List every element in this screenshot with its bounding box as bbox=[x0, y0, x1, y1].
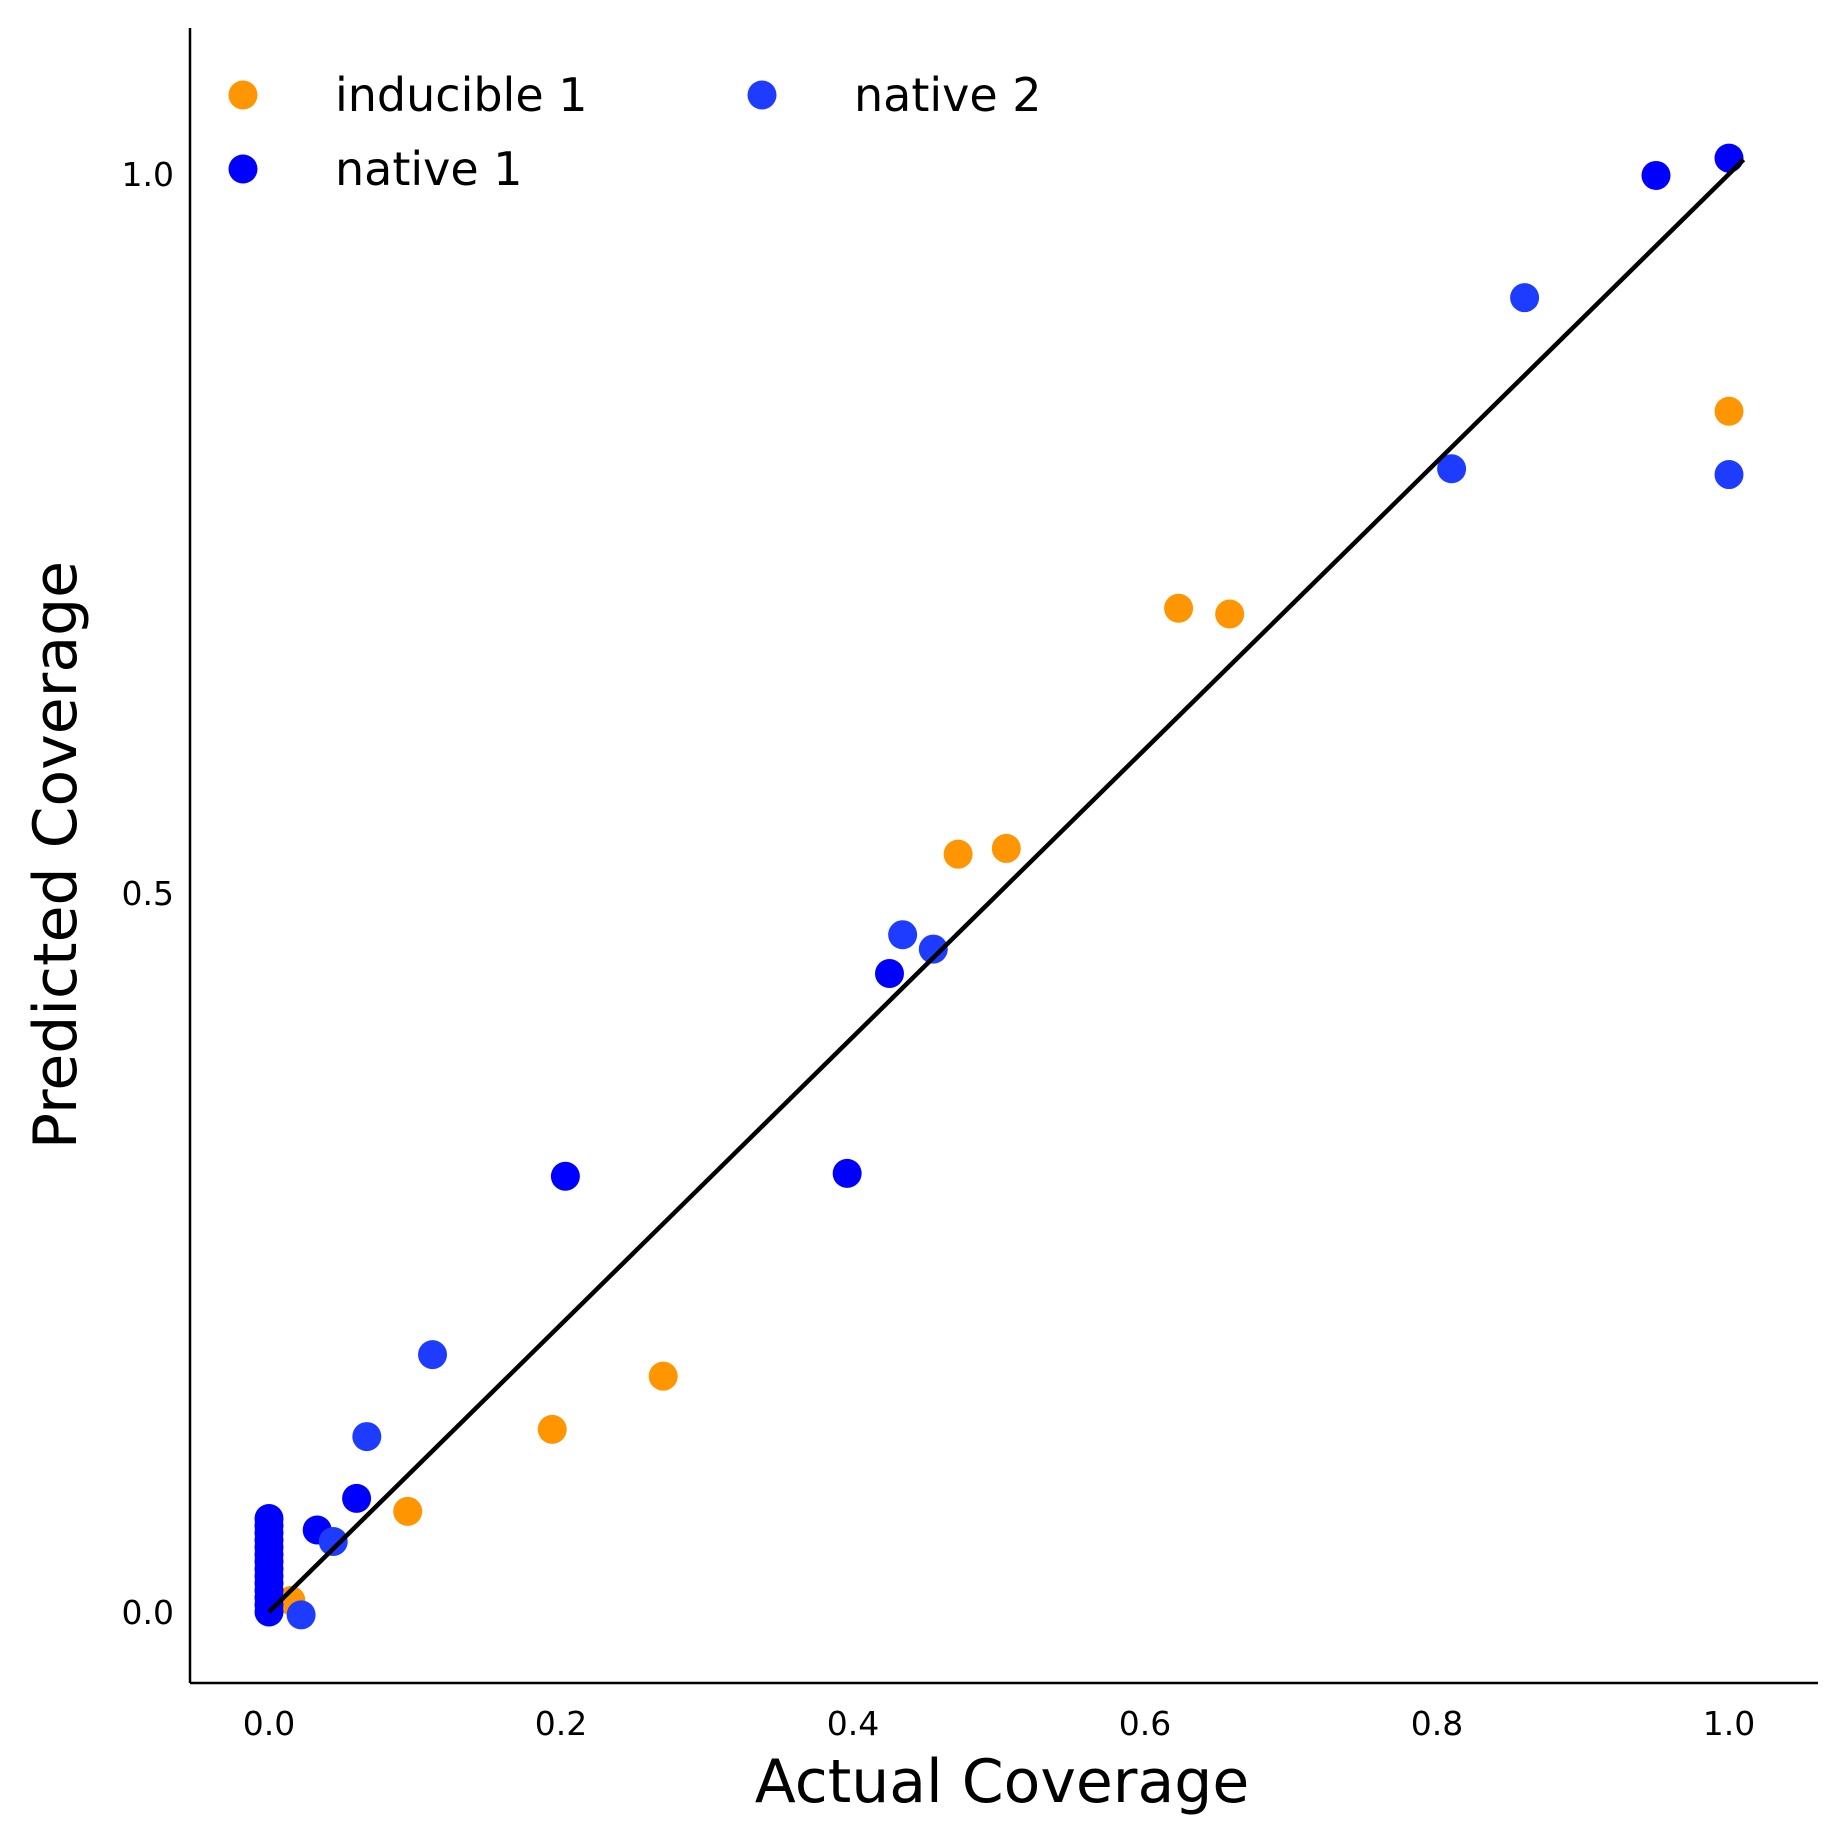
y-tick-label: 0.5 bbox=[122, 874, 174, 913]
data-point bbox=[286, 1600, 316, 1630]
data-point bbox=[991, 833, 1021, 863]
legend: inducible 1 native 1 native 2 bbox=[228, 68, 1042, 196]
y-tick-label: 0.0 bbox=[122, 1593, 174, 1632]
legend-label: native 2 bbox=[854, 68, 1042, 122]
labels-layer: Actual Coverage Predicted Coverage bbox=[21, 561, 1249, 1817]
data-point bbox=[832, 1158, 862, 1188]
legend-item: native 2 bbox=[747, 68, 1042, 122]
data-point bbox=[1714, 396, 1744, 426]
data-point bbox=[254, 1504, 284, 1534]
x-tick-label: 1.0 bbox=[1703, 1704, 1755, 1743]
data-point bbox=[318, 1527, 348, 1557]
series-inducible-1 bbox=[276, 396, 1744, 1615]
x-tick-label: 0.8 bbox=[1411, 1704, 1463, 1743]
data-point bbox=[393, 1496, 423, 1526]
x-tick-label: 0.0 bbox=[243, 1704, 295, 1743]
legend-marker bbox=[228, 154, 258, 184]
x-tick-label: 0.6 bbox=[1119, 1704, 1171, 1743]
data-point bbox=[943, 839, 973, 869]
y-axis-title: Predicted Coverage bbox=[21, 561, 91, 1149]
marks-layer bbox=[254, 143, 1746, 1630]
reference-line bbox=[267, 158, 1746, 1614]
data-point bbox=[1215, 599, 1245, 629]
data-point bbox=[1641, 160, 1671, 190]
legend-item: inducible 1 bbox=[228, 68, 588, 122]
y-tick-label: 1.0 bbox=[122, 155, 174, 194]
data-point bbox=[342, 1483, 372, 1513]
data-point bbox=[537, 1414, 567, 1444]
x-tick-label: 0.2 bbox=[535, 1704, 587, 1743]
legend-marker bbox=[228, 80, 258, 110]
data-point bbox=[888, 920, 918, 950]
data-point bbox=[875, 959, 904, 989]
legend-item: native 1 bbox=[228, 142, 523, 196]
legend-label: inducible 1 bbox=[335, 68, 588, 122]
axes-layer: 0.0 0.2 0.4 0.6 0.8 1.0 0.0 0.5 1.0 bbox=[122, 28, 1818, 1743]
data-point bbox=[918, 934, 948, 964]
data-point bbox=[352, 1422, 382, 1452]
data-point bbox=[1714, 460, 1744, 490]
legend-label: native 1 bbox=[335, 142, 523, 196]
data-point bbox=[1510, 283, 1540, 313]
series-native-2 bbox=[286, 283, 1744, 1630]
data-point bbox=[1437, 454, 1467, 484]
data-point bbox=[550, 1161, 580, 1191]
data-point bbox=[1714, 143, 1744, 173]
x-axis-title: Actual Coverage bbox=[755, 1747, 1250, 1817]
x-tick-label: 0.4 bbox=[827, 1704, 879, 1743]
series-native-1 bbox=[254, 143, 1744, 1627]
data-point bbox=[1164, 593, 1194, 623]
data-point bbox=[418, 1340, 448, 1370]
legend-marker bbox=[747, 80, 777, 110]
data-point bbox=[648, 1361, 678, 1391]
